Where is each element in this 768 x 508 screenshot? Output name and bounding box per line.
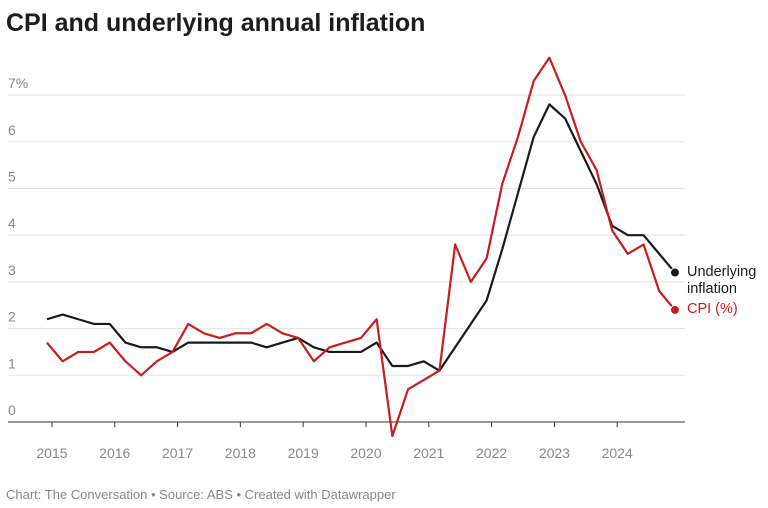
x-tick-label: 2015 (36, 445, 67, 461)
x-tick-label: 2019 (288, 445, 319, 461)
x-tick-label: 2024 (602, 445, 633, 461)
y-tick-label: 6 (8, 122, 16, 138)
line (46, 103, 676, 372)
series-label: Underlying inflation (686, 263, 757, 297)
x-tick-label: 2022 (476, 445, 507, 461)
y-tick-label: 0 (8, 402, 16, 418)
y-tick-label: 3 (8, 262, 16, 278)
y-tick-label: 1 (8, 355, 16, 371)
y-tick-label: 7% (8, 75, 28, 91)
line (46, 56, 676, 438)
y-tick-label: 4 (8, 215, 16, 231)
y-tick-label: 5 (8, 168, 16, 184)
x-tick-label: 2016 (99, 445, 130, 461)
end-dot (669, 304, 680, 315)
x-tick-label: 2017 (162, 445, 193, 461)
x-tick-label: 2018 (225, 445, 256, 461)
source-note: Chart: The Conversation • Source: ABS • … (6, 487, 396, 502)
x-tick-label: 2023 (539, 445, 570, 461)
y-tick-label: 2 (8, 309, 16, 325)
x-tick-label: 2021 (413, 445, 444, 461)
end-dot (669, 267, 680, 278)
chart-title: CPI and underlying annual inflation (6, 9, 425, 37)
series-label: CPI (%) (686, 300, 738, 317)
x-tick-label: 2020 (350, 445, 381, 461)
